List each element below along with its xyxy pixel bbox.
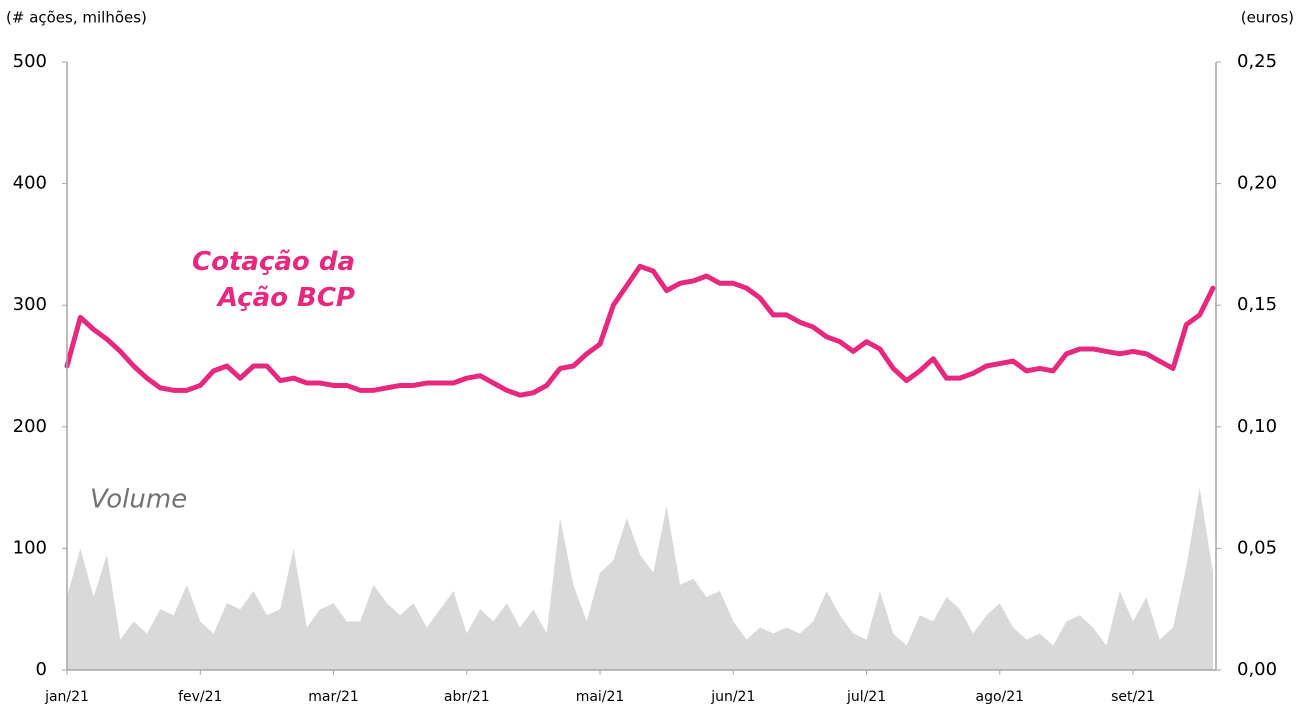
y-tick-label: 0: [36, 659, 47, 680]
volume-area: [67, 487, 1213, 670]
x-tick-label: abr/21: [444, 689, 490, 705]
y2-tick-label: 0,15: [1237, 294, 1277, 315]
y2-tick-label: 0,00: [1237, 659, 1277, 680]
y-tick-label: 100: [13, 537, 47, 558]
y2-tick-label: 0,25: [1237, 51, 1277, 72]
series-label: Cotação da Ação BCP: [192, 247, 355, 313]
y2-tick-label: 0,20: [1237, 173, 1277, 194]
y-tick-label: 200: [13, 416, 47, 437]
x-tick-label: mar/21: [308, 689, 359, 705]
y2-axis-title: (euros): [1241, 9, 1294, 27]
y-tick-label: 500: [13, 51, 47, 72]
y2-tick-label: 0,10: [1237, 416, 1277, 437]
y-tick-label: 400: [13, 173, 47, 194]
y-axis-title: (# ações, milhões): [6, 9, 147, 27]
y-tick-label: 300: [13, 294, 47, 315]
x-tick-label: mai/21: [576, 689, 625, 705]
x-tick-label: jul/21: [846, 689, 886, 705]
x-tick-label: fev/21: [178, 689, 222, 705]
x-tick-label: ago/21: [976, 689, 1025, 705]
series-label: Volume: [90, 485, 187, 515]
x-tick-label: jan/21: [44, 689, 89, 705]
x-tick-label: jun/21: [710, 689, 755, 705]
y2-tick-label: 0,05: [1237, 537, 1277, 558]
x-tick-label: set/21: [1111, 689, 1155, 705]
price-line: [64, 263, 1216, 398]
